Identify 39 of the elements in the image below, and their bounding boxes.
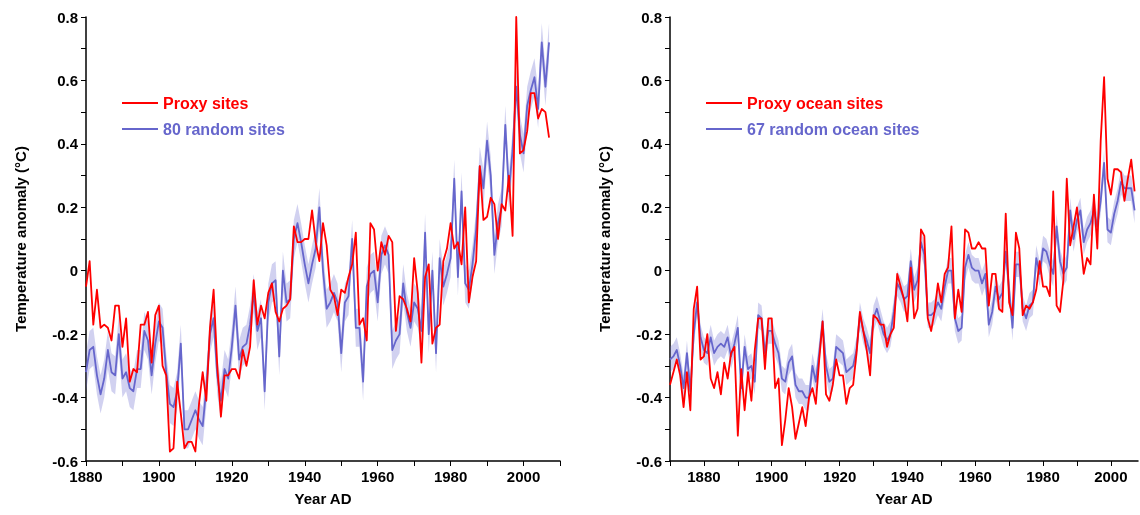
x-axis-title: Year AD — [294, 490, 352, 507]
y-tick-label: -0.6 — [636, 452, 662, 470]
y-tick-label: 0.8 — [57, 8, 78, 26]
line-series — [669, 76, 1136, 447]
x-tick-label: 1980 — [1026, 468, 1060, 485]
x-tick-label: 1960 — [361, 468, 395, 485]
y-tick-label: 0.2 — [641, 198, 662, 216]
x-tick-label: 1940 — [890, 468, 925, 485]
y-tick-label: 0.2 — [57, 198, 78, 216]
y-tick-label: -0.4 — [636, 389, 663, 407]
y-tick-label: -0.2 — [636, 325, 662, 343]
x-tick-label: 1920 — [822, 468, 857, 485]
legend-label: Proxy sites — [163, 94, 249, 112]
y-tick-label: -0.6 — [52, 452, 78, 470]
legend-label: 80 random sites — [163, 120, 285, 138]
y-tick-label: 0 — [69, 262, 78, 280]
y-tick-label: -0.4 — [52, 389, 79, 407]
x-tick-label: 1980 — [433, 468, 468, 485]
x-tick-label: 1900 — [755, 468, 789, 485]
x-tick-label: 1920 — [215, 468, 249, 485]
y-axis-title: Temperature anomaly (°C) — [596, 146, 613, 332]
x-axis-title: Year AD — [875, 490, 933, 507]
x-tick-label: 2000 — [1094, 468, 1128, 485]
y-tick-label: -0.2 — [52, 325, 78, 343]
x-tick-label: 1900 — [142, 468, 176, 485]
y-tick-label: 0 — [653, 262, 662, 280]
x-tick-label: 1880 — [69, 468, 103, 485]
legend-label: 67 random ocean sites — [747, 120, 920, 138]
y-tick-label: 0.4 — [57, 135, 79, 153]
x-tick-label: 1960 — [958, 468, 992, 485]
x-tick-label: 1880 — [687, 468, 721, 485]
y-axis-title: Temperature anomaly (°C) — [12, 146, 29, 332]
x-tick-label: 1940 — [288, 468, 322, 485]
x-tick-label: 2000 — [506, 468, 541, 485]
y-tick-label: 0.4 — [641, 135, 663, 153]
y-tick-label: 0.6 — [641, 71, 662, 89]
y-tick-label: 0.8 — [641, 8, 662, 26]
y-tick-label: 0.6 — [57, 71, 78, 89]
legend-label: Proxy ocean sites — [747, 94, 884, 112]
